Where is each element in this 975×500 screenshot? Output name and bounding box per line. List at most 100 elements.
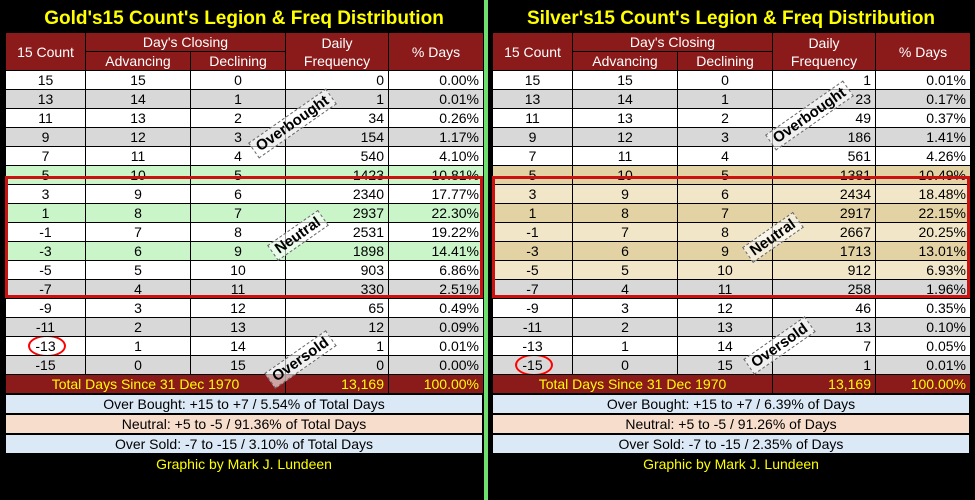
cell-pct: 0.09% [388,317,484,337]
header-adv: Advancing [572,51,678,71]
cell-freq: 154 [285,127,389,147]
table-row: 7 11 4 540 4.10% [5,146,484,166]
cell-count: -11 [5,317,86,337]
cell-adv: 8 [85,203,191,223]
cell-pct: 0.17% [875,89,971,109]
cell-count: 9 [492,127,573,147]
cell-pct: 6.86% [388,260,484,280]
cell-count: 5 [5,165,86,185]
cell-adv: 4 [572,279,678,299]
table-row: -1 7 8 2667 20.25% [492,222,971,242]
cell-adv: 14 [85,89,191,109]
cell-adv: 12 [85,127,191,147]
cell-pct: 0.37% [875,108,971,128]
cell-count: -9 [5,298,86,318]
cell-count: -7 [492,279,573,299]
credit: Graphic by Mark J. Lundeen [156,456,332,472]
cell-freq: 912 [772,260,876,280]
silver-table: 15 Count Day's Closing Daily Frequency %… [492,32,971,394]
cell-dec: 15 [190,355,286,375]
cell-dec: 11 [677,279,773,299]
cell-count: 11 [492,108,573,128]
cell-count: 5 [492,165,573,185]
cell-count: 9 [5,127,86,147]
cell-count: 13 [492,89,573,109]
silver-title: Silver's15 Count's Legion & Freq Distrib… [526,8,936,29]
cell-dec: 10 [677,260,773,280]
cell-freq: 2917 [772,203,876,223]
cell-count: -15 [5,355,86,375]
cell-adv: 2 [85,317,191,337]
cell-pct: 4.26% [875,146,971,166]
cell-freq: 258 [772,279,876,299]
cell-freq: 2340 [285,184,389,204]
cell-adv: 13 [85,108,191,128]
cell-pct: 18.48% [875,184,971,204]
header-closing: Day's Closing [572,32,773,52]
cell-adv: 6 [572,241,678,261]
cell-dec: 5 [677,165,773,185]
cell-freq: 1 [772,70,876,90]
credit: Graphic by Mark J. Lundeen [643,456,819,472]
cell-freq: 1713 [772,241,876,261]
gold-table: 15 Count Day's Closing Daily Frequency %… [5,32,484,394]
cell-count: -5 [5,260,86,280]
cell-dec: 5 [190,165,286,185]
cell-pct: 0.49% [388,298,484,318]
total-pct: 100.00% [388,374,484,394]
cell-adv: 9 [572,184,678,204]
table-row: 15 15 0 0 0.00% [5,70,484,90]
cell-dec: 8 [677,222,773,242]
table-row: -13 1 14 1 0.01% [5,336,484,356]
cell-adv: 5 [572,260,678,280]
table-row: 13 14 1 1 0.01% [5,89,484,109]
cell-count: -1 [492,222,573,242]
cell-dec: 0 [190,70,286,90]
cell-dec: 2 [190,108,286,128]
cell-pct: 1.17% [388,127,484,147]
cell-adv: 9 [85,184,191,204]
cell-adv: 7 [572,222,678,242]
cell-dec: 13 [677,317,773,337]
header-count: 15 Count [5,32,86,71]
total-freq: 13,169 [772,374,876,394]
total-row: Total Days Since 31 Dec 1970 13,169 100.… [5,374,484,394]
cell-dec: 14 [190,336,286,356]
cell-adv: 13 [572,108,678,128]
panel-divider [484,0,488,500]
cell-pct: 0.00% [388,355,484,375]
summary-overbought: Over Bought: +15 to +7 / 5.54% of Total … [5,394,483,414]
cell-freq: 1381 [772,165,876,185]
total-label: Total Days Since 31 Dec 1970 [5,374,286,394]
cell-dec: 6 [677,184,773,204]
cell-pct: 22.15% [875,203,971,223]
table-row: 11 13 2 49 0.37% [492,108,971,128]
cell-pct: 2.51% [388,279,484,299]
cell-pct: 14.41% [388,241,484,261]
cell-dec: 0 [677,70,773,90]
cell-freq: 12 [285,317,389,337]
cell-freq: 2937 [285,203,389,223]
cell-pct: 0.01% [388,336,484,356]
cell-count: 7 [5,146,86,166]
header-pct: % Days [875,32,971,71]
cell-count: 15 [5,70,86,90]
cell-pct: 0.01% [875,355,971,375]
cell-adv: 10 [572,165,678,185]
cell-count: -15 [492,355,573,375]
cell-count: 3 [5,184,86,204]
cell-dec: 4 [677,146,773,166]
cell-count: -13 [492,336,573,356]
total-freq: 13,169 [285,374,389,394]
cell-freq: 903 [285,260,389,280]
header-freq: Daily Frequency [285,32,389,71]
cell-adv: 3 [85,298,191,318]
cell-dec: 11 [190,279,286,299]
cell-freq: 65 [285,298,389,318]
gold-title: Gold's15 Count's Legion & Freq Distribut… [44,8,444,29]
table-row: -5 5 10 903 6.86% [5,260,484,280]
gold-rows: 15 15 0 0 0.00% 13 14 1 1 0.01% 11 13 2 34 0.26% 9 12 3 15… [5,70,484,375]
cell-dec: 13 [190,317,286,337]
cell-dec: 12 [677,298,773,318]
cell-pct: 20.25% [875,222,971,242]
